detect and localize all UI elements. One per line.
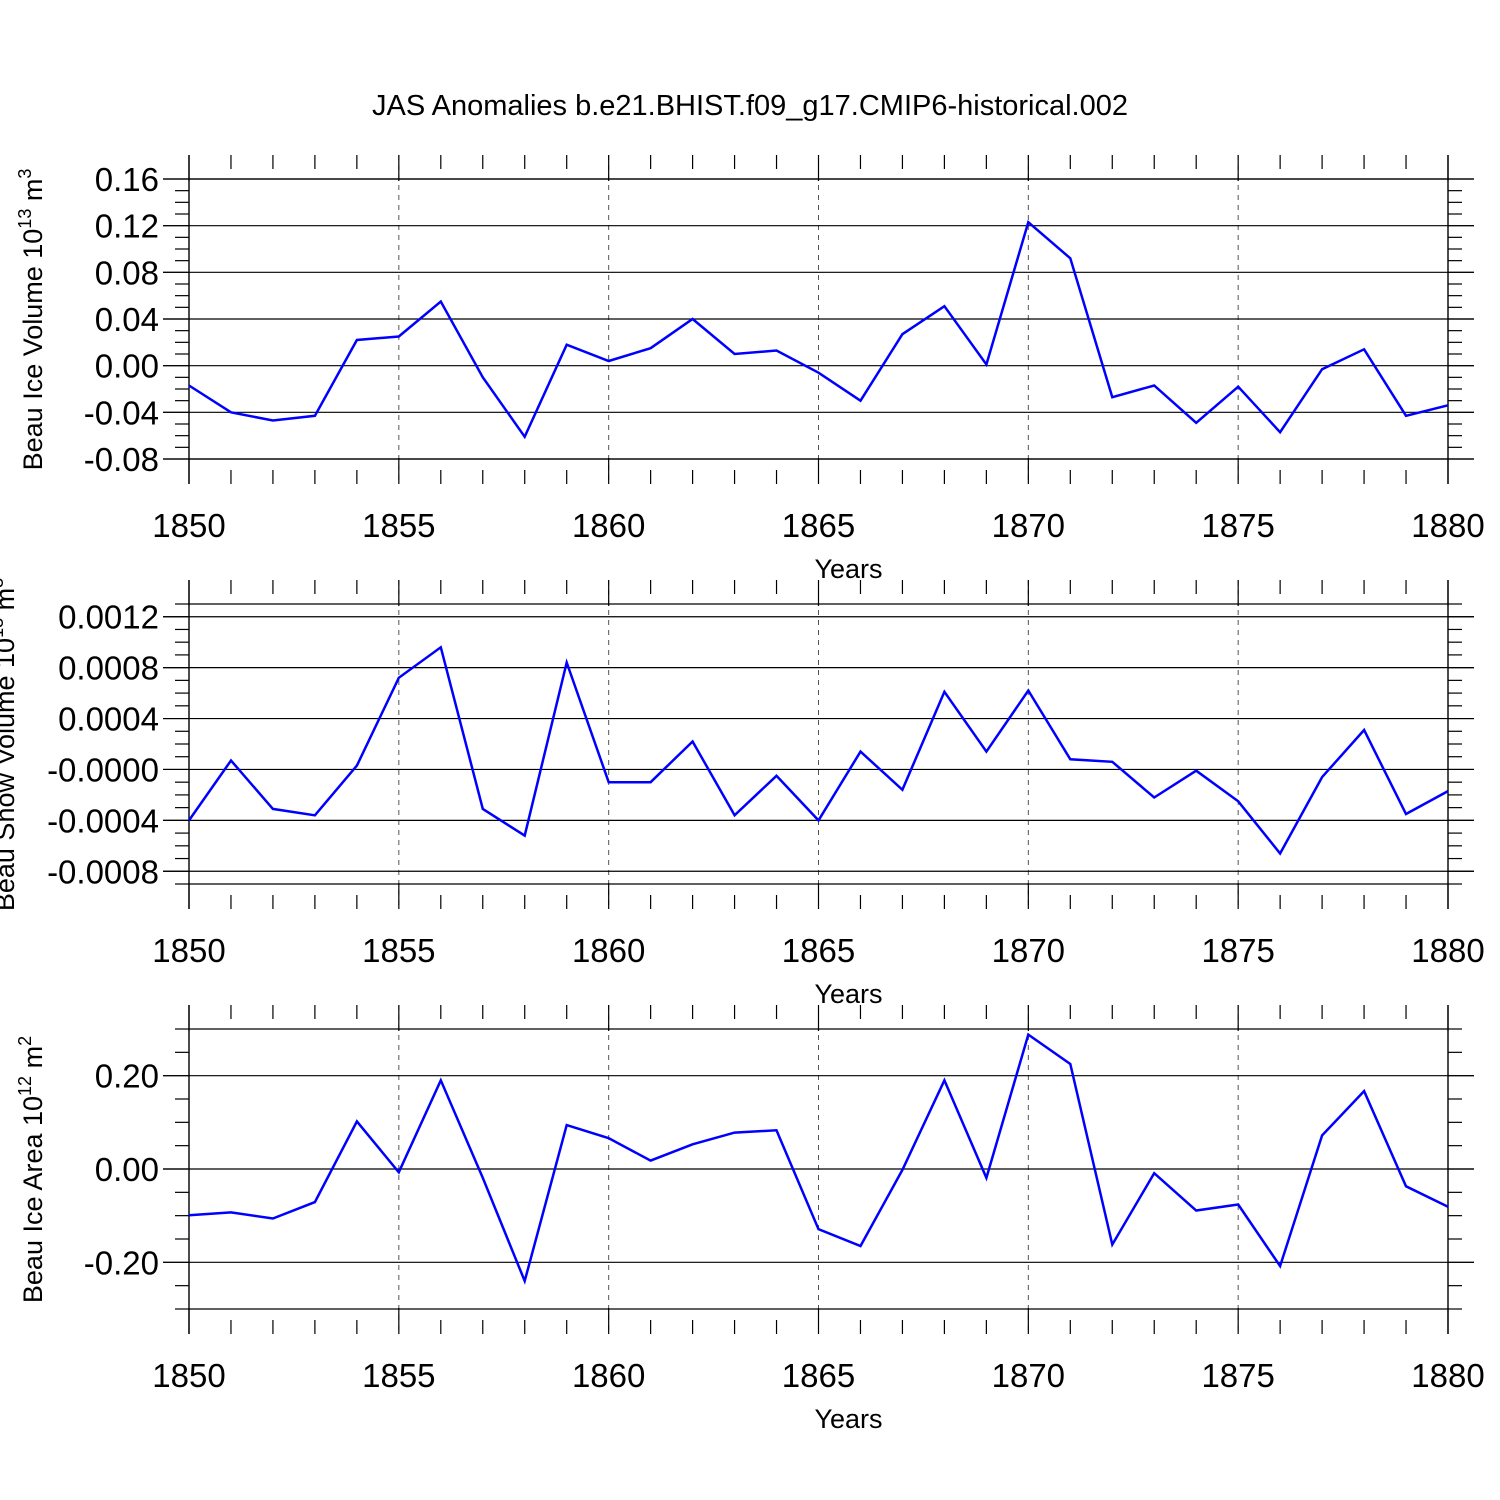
x-tick-label: 1880	[1411, 1357, 1484, 1394]
x-tick-label: 1860	[572, 507, 645, 544]
y-axis-label: Beau Ice Area 1012 m2	[15, 1036, 48, 1303]
x-tick-label: 1855	[362, 932, 435, 969]
x-tick-label: 1850	[152, 1357, 225, 1394]
y-axis-label: Beau Snow Volume 1013 m3	[0, 578, 20, 911]
x-tick-label: 1870	[992, 932, 1065, 969]
chart-title: JAS Anomalies b.e21.BHIST.f09_g17.CMIP6-…	[372, 90, 1128, 122]
x-axis-label: Years	[814, 979, 882, 1009]
x-tick-label: 1870	[992, 507, 1065, 544]
x-axis-label: Years	[814, 1404, 882, 1434]
ice-area-panel: 0.20 0.00 -0.20 1850 1855 1860 1865 1870 1875 188…	[15, 1005, 1485, 1434]
x-tick-label: 1870	[992, 1357, 1065, 1394]
y-tick-label: -0.20	[84, 1244, 159, 1281]
x-tick-label: 1860	[572, 932, 645, 969]
y-tick-label: 0.08	[95, 254, 159, 291]
x-axis-label: Years	[814, 554, 882, 584]
series-line	[188, 1032, 1449, 1285]
y-tick-label: 0.16	[95, 161, 159, 198]
x-tick-label: 1865	[782, 507, 855, 544]
x-tick-label: 1855	[362, 507, 435, 544]
y-tick-label: -0.04	[84, 394, 159, 431]
y-tick-label: -0.0008	[47, 853, 159, 890]
y-tick-label: -0.08	[84, 441, 159, 478]
ice-volume-panel: 0.16 0.12 0.08 0.04 0.00 -0.04 -0.08 1850 1855 18…	[15, 155, 1485, 584]
y-tick-label: 0.12	[95, 208, 159, 245]
y-tick-label: -0.0000	[47, 751, 159, 788]
x-tick-label: 1875	[1201, 932, 1274, 969]
x-tick-label: 1860	[572, 1357, 645, 1394]
y-tick-label: 0.00	[95, 348, 159, 385]
series-line	[188, 219, 1449, 440]
x-tick-label: 1865	[782, 1357, 855, 1394]
x-tick-label: 1875	[1201, 1357, 1274, 1394]
y-axis-label: Beau Ice Volume 1013 m3	[15, 169, 48, 471]
x-tick-label: 1880	[1411, 932, 1484, 969]
y-tick-label: 0.0012	[58, 599, 159, 636]
x-tick-label: 1875	[1201, 507, 1274, 544]
x-tick-label: 1850	[152, 932, 225, 969]
x-tick-label: 1850	[152, 507, 225, 544]
x-tick-label: 1855	[362, 1357, 435, 1394]
y-tick-label: 0.04	[95, 301, 159, 338]
snow-volume-panel: 0.0012 0.0008 0.0004 -0.0000 -0.0004 -0.0008 1…	[0, 578, 1485, 1009]
y-tick-label: 0.20	[95, 1058, 159, 1095]
y-tick-label: -0.0004	[47, 802, 159, 839]
y-tick-label: 0.0004	[58, 701, 159, 738]
y-tick-label: 0.00	[95, 1151, 159, 1188]
x-tick-label: 1880	[1411, 507, 1484, 544]
y-tick-label: 0.0008	[58, 650, 159, 687]
x-tick-label: 1865	[782, 932, 855, 969]
series-line	[187, 645, 1449, 856]
